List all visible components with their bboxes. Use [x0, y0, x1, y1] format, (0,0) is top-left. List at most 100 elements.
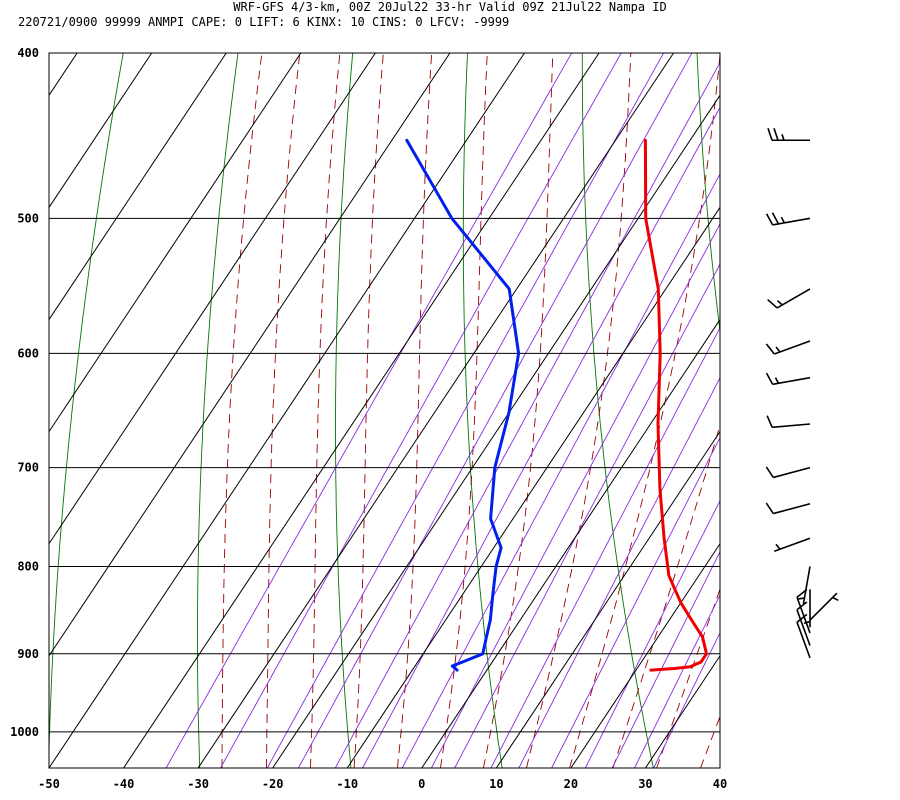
isotherm-line — [49, 53, 525, 768]
barb-half-feather — [775, 543, 781, 550]
dry-adiabat-line — [335, 53, 354, 768]
barb-half-feather — [774, 377, 780, 384]
barb-feather — [765, 502, 774, 515]
x-tick-label: -30 — [187, 777, 209, 791]
mixing-ratio-line — [298, 53, 693, 768]
barb-shaft — [773, 502, 811, 515]
barb-feather — [765, 343, 775, 355]
barb-half-feather — [832, 596, 839, 602]
mixing-ratio-line — [653, 631, 720, 768]
moist-adiabat-line — [265, 53, 301, 768]
isotherm-line — [49, 53, 153, 209]
isotherm-line — [49, 53, 376, 545]
moist-adiabat-line — [612, 423, 720, 768]
wind-barb — [803, 589, 811, 628]
isotherm-line — [0, 53, 3, 768]
wind-barb — [796, 588, 811, 634]
isotherm-line — [645, 654, 720, 768]
barb-feather — [767, 128, 773, 141]
mixing-ratio-line — [165, 53, 573, 768]
x-tick-label: 20 — [564, 777, 578, 791]
barb-feather — [796, 588, 808, 598]
y-tick-label: 500 — [17, 211, 39, 225]
barb-feather — [767, 298, 778, 309]
temperature-profile-line — [643, 138, 708, 672]
mixing-ratio-line — [518, 376, 720, 768]
isotherm-line — [197, 53, 675, 768]
header-line1: WRF-GFS 4/3-km, 00Z 20Jul22 33-hr Valid … — [233, 0, 666, 14]
moist-adiabat-line — [353, 53, 384, 768]
barb-shaft — [796, 621, 811, 659]
dry-adiabat-line — [812, 53, 900, 768]
wind-barb — [767, 288, 811, 309]
wind-barb — [765, 372, 811, 386]
mixing-ratio-line — [611, 550, 720, 768]
barb-shaft — [796, 596, 811, 634]
dewpoint-profile-line — [405, 138, 521, 672]
barb-feather — [765, 372, 774, 385]
mixing-ratio-line — [401, 173, 720, 768]
moist-adiabat-line — [309, 53, 341, 768]
mixing-ratio-line — [220, 53, 622, 768]
mixing-ratio-line — [634, 594, 720, 768]
wind-barbs-layer — [765, 128, 839, 659]
mixing-ratio-line — [551, 436, 720, 768]
isotherm-line — [49, 53, 302, 433]
x-tick-label: 0 — [418, 777, 425, 791]
moist-adiabat-line — [482, 53, 554, 768]
barb-shaft — [774, 340, 811, 355]
wind-barb — [765, 340, 811, 355]
wind-barb — [767, 128, 810, 142]
barb-shaft — [774, 537, 811, 552]
x-tick-label: 10 — [489, 777, 503, 791]
barb-half-feather — [781, 134, 785, 141]
wind-barb — [766, 415, 811, 429]
x-tick-label: -40 — [113, 777, 135, 791]
isotherm-line — [719, 767, 720, 768]
barb-shaft — [773, 466, 811, 479]
isotherm-line — [123, 53, 600, 768]
mixing-ratio-line — [431, 223, 720, 768]
moist-adiabat-line — [221, 53, 263, 768]
mixing-ratio-line — [334, 61, 720, 768]
barb-shaft — [772, 423, 811, 429]
header-line2: 220721/0900 99999 ANMPI CAPE: 0 LIFT: 6 … — [18, 15, 509, 29]
wind-barb — [765, 502, 811, 515]
wind-barb — [809, 592, 839, 621]
barb-shaft — [776, 288, 811, 309]
y-tick-label: 800 — [17, 560, 39, 574]
barb-feather — [765, 213, 774, 226]
barb-half-feather — [777, 300, 783, 306]
grid-layer — [0, 53, 720, 768]
isotherm-line — [570, 542, 720, 768]
mixing-ratio-line — [266, 53, 664, 768]
barb-feather — [796, 601, 808, 611]
x-tick-label: 40 — [713, 777, 727, 791]
x-tick-label: -50 — [38, 777, 60, 791]
barb-feather — [773, 128, 779, 141]
moist-adiabat-line — [656, 587, 720, 768]
mixing-ratio-line — [584, 499, 720, 768]
mixing-ratio-line — [490, 326, 720, 768]
barb-half-feather — [803, 620, 811, 625]
wind-barb — [774, 537, 811, 552]
x-tick-label: -10 — [336, 777, 358, 791]
isotherm-line — [346, 206, 720, 768]
isotherm-line — [495, 430, 720, 768]
profiles-layer — [405, 138, 708, 672]
mixing-ratio-line — [454, 263, 720, 768]
dry-adiabat-line — [49, 53, 124, 767]
y-tick-label: 900 — [17, 647, 39, 661]
axis-ticks-layer: 400 500 600 700 800 900 1000 -50 -40 -30 -20 -10 0 10… — [10, 46, 727, 791]
barb-half-feather — [775, 346, 781, 353]
isotherm-line — [49, 53, 451, 657]
barb-shaft — [772, 376, 811, 386]
moist-adiabat-line — [439, 53, 488, 768]
y-tick-label: 600 — [17, 346, 39, 360]
moist-adiabat-line — [525, 53, 632, 768]
dry-adiabat-line — [696, 53, 720, 336]
y-tick-label: 700 — [17, 461, 39, 475]
dry-adiabat-line — [581, 53, 654, 768]
barb-half-feather — [798, 597, 805, 600]
